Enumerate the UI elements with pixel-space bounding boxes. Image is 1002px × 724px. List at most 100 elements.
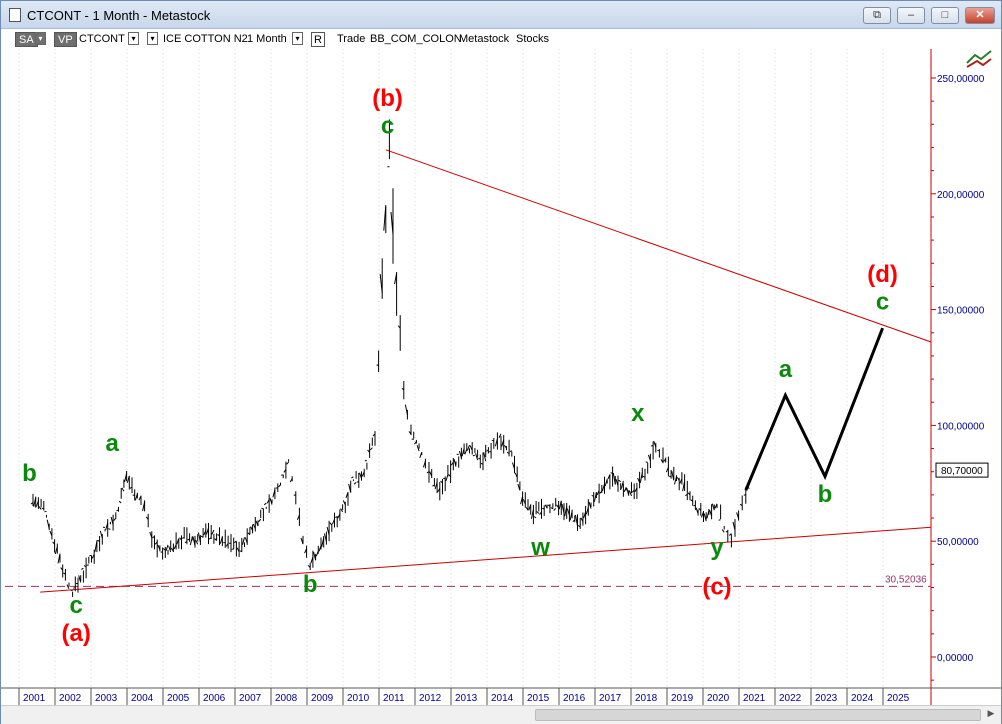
- price-bar-open: [618, 479, 622, 483]
- price-bar-open: [326, 526, 330, 536]
- year-tick-label: 2016: [563, 693, 586, 704]
- price-bar-open: [663, 458, 667, 462]
- price-bar-open: [422, 461, 426, 468]
- vp-button[interactable]: VP: [54, 32, 77, 47]
- wave-label: b: [22, 460, 37, 487]
- price-bar-open: [419, 451, 423, 459]
- close-button[interactable]: ✕: [965, 7, 995, 24]
- price-bar-open: [530, 509, 534, 519]
- price-bar-open: [448, 474, 451, 478]
- price-bar-open: [416, 445, 420, 452]
- price-bar-open: [78, 575, 82, 583]
- year-tick-label: 2020: [707, 693, 730, 704]
- price-bar-open: [283, 469, 287, 473]
- price-bar-open: [503, 445, 507, 449]
- last-price-box: [935, 462, 989, 478]
- sa-dropdown[interactable]: ▾: [35, 32, 46, 45]
- price-bar-open: [110, 516, 114, 526]
- price-bar-open: [315, 550, 319, 557]
- price-bar-open: [313, 551, 317, 561]
- price-bar-open: [118, 500, 122, 504]
- price-bar-open: [564, 506, 568, 517]
- title-bar[interactable]: CTCONT - 1 Month - Metastock ⧉ – □ ✕: [1, 1, 1001, 29]
- maximize-button[interactable]: □: [931, 7, 959, 24]
- price-bar-open: [217, 534, 220, 537]
- scroll-right-arrow-icon[interactable]: ▶: [987, 708, 995, 718]
- price-bar-open: [203, 530, 207, 536]
- price-bar-open: [509, 450, 512, 453]
- price-bar-open: [390, 211, 394, 235]
- price-bar-open: [709, 509, 713, 517]
- price-bar-open: [113, 517, 117, 521]
- price-bar-open: [278, 484, 281, 488]
- price-bar-open: [464, 449, 468, 455]
- minimize-button[interactable]: –: [897, 7, 925, 24]
- price-bar-open: [494, 438, 498, 447]
- price-bar-open: [394, 273, 398, 285]
- symbol-dropdown[interactable]: ▾: [128, 32, 139, 45]
- price-bar-open: [361, 471, 365, 477]
- price-bar-open: [506, 451, 510, 455]
- year-tick-label: 2011: [383, 693, 405, 704]
- price-bar-open: [145, 516, 149, 520]
- price-bar-open: [408, 431, 412, 435]
- price-bar-open: [200, 535, 204, 538]
- year-tick-label: 2004: [131, 693, 154, 704]
- price-bar-open: [337, 513, 341, 519]
- price-bar-open: [261, 507, 264, 510]
- price-bar-open: [170, 547, 174, 552]
- year-tick-label: 2009: [311, 693, 334, 704]
- wave-label: a: [779, 356, 793, 383]
- price-bar-open: [629, 490, 632, 497]
- year-tick-label: 2022: [779, 693, 802, 704]
- price-bar-open: [665, 467, 669, 473]
- price-bar-open: [577, 525, 581, 528]
- chart-trend-icon: [966, 50, 992, 64]
- period-dropdown[interactable]: ▾: [292, 32, 303, 45]
- year-tick-label: 2021: [743, 693, 766, 704]
- horizontal-scrollbar[interactable]: ▶: [1, 705, 1001, 724]
- price-bar-open: [501, 439, 505, 447]
- price-bar-open: [149, 531, 153, 538]
- price-bar-open: [255, 520, 259, 527]
- year-tick-label: 2013: [455, 693, 478, 704]
- scroll-thumb[interactable]: [535, 709, 981, 721]
- price-bar-open: [483, 452, 487, 462]
- wave-label: y: [710, 534, 724, 561]
- price-bar-open: [631, 489, 635, 493]
- price-bar-open: [329, 522, 333, 526]
- price-bar-open: [514, 472, 518, 478]
- price-bar-open: [637, 477, 641, 483]
- price-bar-open: [332, 519, 335, 525]
- price-bar-open: [289, 478, 293, 483]
- period-label: 1 Month: [247, 33, 287, 45]
- year-tick-label: 2008: [275, 693, 298, 704]
- price-bar-open: [607, 474, 611, 480]
- price-bar-open: [569, 511, 573, 521]
- price-bar-open: [676, 477, 680, 481]
- template-label: BB_COM_COLON: [370, 33, 462, 45]
- price-bar-open: [184, 541, 188, 543]
- price-bar-open: [553, 508, 557, 511]
- restore-button[interactable]: ⧉: [863, 7, 891, 24]
- price-bar-open: [318, 545, 322, 552]
- price-bar-open: [310, 556, 314, 564]
- price-bar-open: [404, 404, 408, 415]
- price-chart[interactable]: 2001 2002 2003 2004 2005 2006 2007 2008 2009 2010…: [1, 49, 1001, 705]
- price-bar-open: [536, 511, 540, 514]
- price-bar-open: [550, 507, 554, 510]
- price-bar-open: [46, 519, 50, 529]
- r-button[interactable]: R: [311, 32, 325, 47]
- price-bar-open: [566, 508, 570, 516]
- price-bar-open: [642, 475, 646, 478]
- symbol-name-dropdown[interactable]: ▾: [147, 32, 158, 45]
- price-bar-open: [321, 537, 325, 547]
- price-bar-open: [108, 528, 111, 530]
- price-bar-open: [359, 472, 362, 479]
- price-bar-open: [432, 484, 435, 487]
- price-bar-open: [533, 516, 537, 519]
- price-bar-open: [263, 502, 267, 506]
- price-bar-open: [379, 274, 383, 294]
- price-bar-open: [591, 494, 594, 497]
- trade-label[interactable]: Trade: [337, 33, 366, 45]
